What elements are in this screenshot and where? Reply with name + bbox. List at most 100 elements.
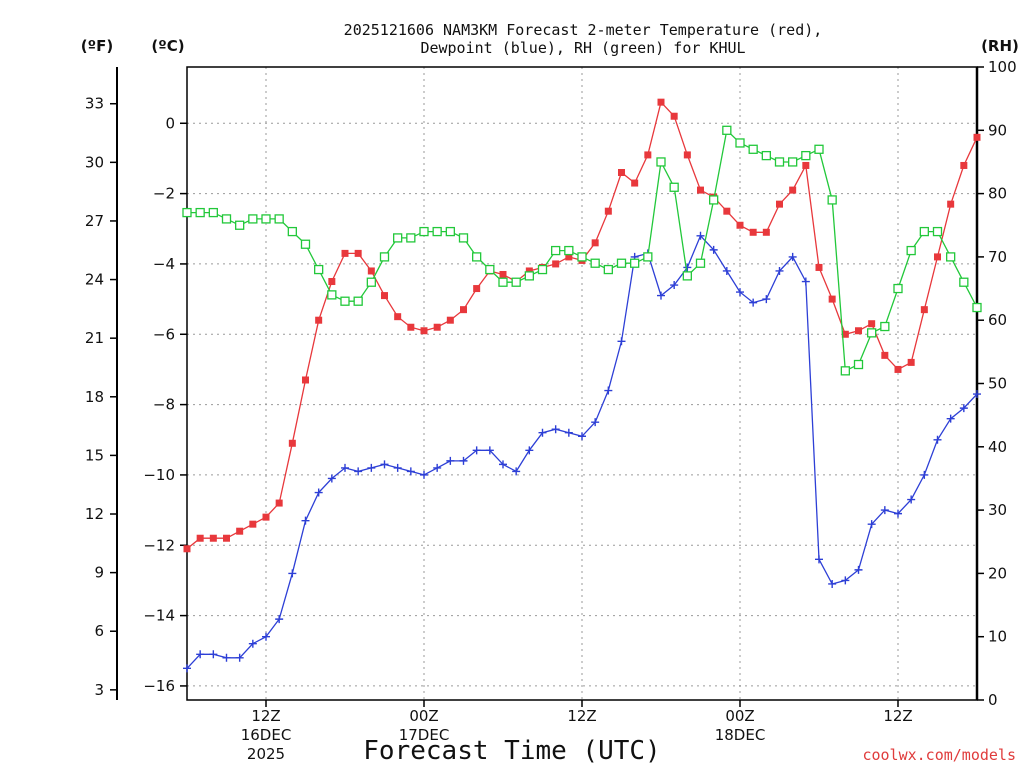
chart-title-line1: 2025121606 NAM3KM Forecast 2-meter Tempe… [344, 21, 823, 39]
series-layer [182, 98, 982, 673]
data-point [840, 366, 850, 376]
labels-layer: 2025121606 NAM3KM Forecast 2-meter Tempe… [81, 21, 1019, 766]
celsius-tick-label: −16 [143, 677, 175, 695]
data-point [631, 179, 639, 187]
data-point [446, 316, 454, 324]
data-point [775, 266, 784, 275]
data-point [880, 321, 890, 332]
data-point [314, 264, 324, 275]
data-point [420, 470, 428, 479]
data-point [604, 207, 612, 215]
data-point [196, 534, 204, 542]
data-point [774, 157, 785, 167]
data-point [288, 569, 297, 578]
series-line [187, 128, 978, 372]
data-point [973, 133, 981, 141]
fahrenheit-tick-label: 9 [94, 564, 104, 582]
data-point [525, 446, 534, 455]
data-point [301, 516, 310, 525]
series-dewpoint [183, 231, 981, 673]
celsius-tick-label: −14 [143, 607, 175, 625]
data-point [697, 186, 704, 194]
axes-layer: 3 6 9 12 15 18 21 24 27 30 33 −16 −14 −12 −10 −8 −6 −4 −2 0… [85, 58, 1017, 763]
data-point [894, 365, 902, 373]
data-point [735, 138, 745, 148]
data-point [946, 414, 955, 423]
data-point [841, 330, 849, 338]
data-point [538, 428, 547, 437]
data-point [261, 214, 271, 224]
fahrenheit-tick-label: 6 [94, 622, 104, 640]
chart-title-line2: Dewpoint (blue), RH (green) for KHUL [420, 39, 745, 57]
data-point [183, 545, 191, 553]
fahrenheit-tick-label: 33 [85, 95, 104, 113]
data-point [603, 264, 613, 275]
data-point [617, 337, 626, 346]
data-point [802, 161, 810, 169]
data-point [683, 151, 691, 159]
data-point [354, 467, 363, 476]
data-point [656, 157, 666, 167]
data-point [459, 456, 468, 465]
fahrenheit-tick-label: 27 [85, 212, 104, 230]
data-point [590, 258, 600, 268]
data-point [907, 495, 916, 504]
data-point [933, 435, 942, 444]
data-point [460, 306, 467, 314]
credit-link[interactable]: coolwx.com/models [862, 746, 1016, 764]
data-point [314, 488, 323, 497]
rh-tick-label: 80 [988, 185, 1007, 203]
data-point [683, 263, 692, 272]
celsius-tick-label: −8 [153, 396, 175, 414]
data-point [551, 425, 560, 434]
data-point [327, 474, 336, 483]
data-point [959, 277, 969, 287]
data-point [221, 214, 232, 224]
data-point [880, 506, 889, 515]
data-point [300, 239, 311, 249]
data-point [262, 632, 270, 641]
data-point [894, 509, 902, 518]
data-point [419, 226, 429, 237]
celsius-tick-label: 0 [165, 114, 175, 132]
data-point [801, 277, 810, 286]
x-tick-date-label: 17DEC [399, 726, 450, 744]
data-point [433, 323, 441, 331]
data-point [960, 161, 968, 169]
data-point [973, 390, 981, 399]
data-point [274, 214, 284, 224]
x-tick-date-label: 16DEC [241, 726, 292, 744]
data-point [209, 534, 217, 542]
data-point [682, 271, 692, 281]
data-point [367, 267, 375, 275]
data-point [946, 252, 956, 262]
data-point [815, 263, 823, 271]
data-point [788, 252, 797, 261]
data-point [275, 499, 283, 507]
data-point [209, 650, 218, 659]
data-point [406, 467, 415, 476]
data-point [696, 231, 705, 240]
data-point [262, 513, 270, 521]
data-point [761, 150, 771, 161]
data-point [499, 460, 507, 469]
x-tick-date-label: 18DEC [715, 726, 766, 744]
data-point [248, 639, 257, 648]
data-point [709, 195, 719, 205]
data-point [341, 463, 349, 472]
data-point [406, 233, 416, 243]
data-point [432, 226, 442, 237]
data-point [762, 295, 771, 304]
data-point [867, 520, 876, 529]
data-point [275, 615, 284, 624]
data-point [552, 260, 560, 268]
data-point [669, 182, 679, 192]
fahrenheit-tick-label: 15 [85, 446, 104, 464]
celsius-tick-label: −10 [143, 466, 175, 484]
data-point [340, 296, 350, 306]
rh-tick-label: 50 [988, 375, 1007, 393]
data-point [591, 239, 599, 247]
data-point [827, 195, 837, 205]
data-point [723, 207, 731, 215]
celsius-tick-label: −2 [153, 185, 175, 203]
